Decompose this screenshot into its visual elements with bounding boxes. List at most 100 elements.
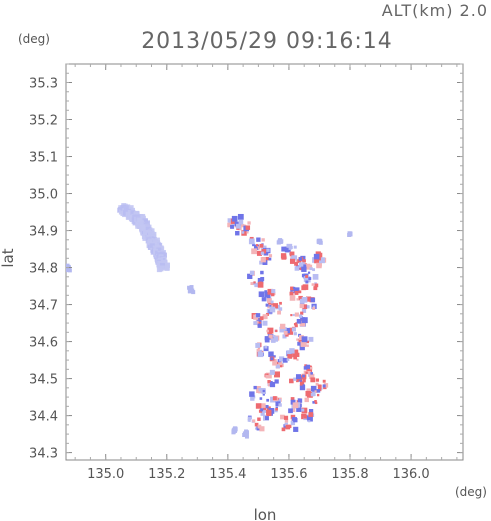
y-tick-label: 34.6 xyxy=(29,336,58,351)
echo-point xyxy=(262,315,267,320)
echo-point xyxy=(289,293,293,297)
echo-point xyxy=(279,301,282,305)
echo-point xyxy=(305,371,308,374)
echo-point xyxy=(316,393,320,397)
echo-point xyxy=(261,297,266,302)
echo-point xyxy=(258,317,261,321)
echo-point xyxy=(272,360,278,366)
echo-point xyxy=(273,358,277,362)
echo-point xyxy=(299,267,303,271)
echo-point xyxy=(241,223,245,228)
echo-point xyxy=(301,317,308,324)
echo-point xyxy=(314,401,318,405)
y-tick-label: 34.8 xyxy=(29,262,58,277)
echo-point xyxy=(256,313,261,318)
echo-point xyxy=(256,237,261,242)
echo-point xyxy=(292,402,299,409)
x-tick-label: 136.0 xyxy=(392,467,429,482)
echo-point xyxy=(278,361,283,366)
echo-point xyxy=(307,305,310,309)
echo-point xyxy=(266,373,269,376)
echo-point xyxy=(120,205,126,211)
echo-point xyxy=(227,218,232,223)
echo-point xyxy=(293,417,298,423)
echo-point xyxy=(265,256,269,261)
echo-point xyxy=(294,312,299,317)
y-tick-label: 34.3 xyxy=(29,447,58,462)
echo-point xyxy=(265,404,269,409)
echo-point xyxy=(276,240,281,245)
echo-point xyxy=(189,285,194,290)
echo-point xyxy=(301,408,305,412)
x-axis-unit: (deg) xyxy=(455,485,487,499)
echo-point xyxy=(272,303,279,309)
echo-point xyxy=(237,213,244,220)
echo-point xyxy=(314,400,317,403)
echo-point xyxy=(260,251,265,255)
echo-point xyxy=(269,369,275,375)
echo-point xyxy=(309,266,313,271)
echo-point xyxy=(259,316,264,321)
y-tick-label: 35.1 xyxy=(29,151,58,166)
echo-point xyxy=(292,353,297,358)
echo-point xyxy=(262,260,268,265)
echo-point xyxy=(279,326,286,333)
echo-point xyxy=(293,349,299,354)
echo-point xyxy=(299,344,305,351)
echo-point xyxy=(274,371,281,378)
echo-point xyxy=(312,268,315,272)
echo-point xyxy=(261,248,267,254)
echo-point xyxy=(256,348,260,353)
echo-point xyxy=(296,338,299,341)
echo-point xyxy=(264,291,271,298)
echo-point xyxy=(301,297,308,303)
echo-point xyxy=(295,352,300,358)
plot-area-frame xyxy=(65,63,464,461)
echo-point xyxy=(248,238,255,245)
echo-point xyxy=(235,223,241,229)
x-axis-ticks: 135.0 135.2 135.4 135.6 135.8 136.0 xyxy=(74,64,458,482)
echo-point xyxy=(255,403,262,409)
echo-point xyxy=(318,384,322,388)
echo-point xyxy=(267,304,272,309)
echo-point xyxy=(266,410,272,417)
echo-point xyxy=(258,387,263,392)
echo-point xyxy=(313,253,320,260)
echo-point xyxy=(260,411,265,416)
echo-point xyxy=(289,378,294,384)
echo-point xyxy=(253,321,258,326)
echo-point xyxy=(293,323,297,326)
echo-point xyxy=(310,392,315,397)
echo-point xyxy=(293,377,297,381)
echo-point xyxy=(243,432,248,437)
y-axis-unit: (deg) xyxy=(18,32,50,46)
x-tick-label: 135.8 xyxy=(331,467,368,482)
echo-point xyxy=(281,427,286,432)
echo-point xyxy=(313,286,318,291)
echo-point xyxy=(288,408,293,414)
echo-point xyxy=(298,338,303,343)
echo-point xyxy=(293,245,297,249)
echo-point xyxy=(291,255,297,261)
echo-point xyxy=(267,298,272,303)
echo-point xyxy=(295,374,301,380)
echo-point xyxy=(308,277,312,280)
echo-point xyxy=(258,291,265,298)
echo-point xyxy=(245,225,251,230)
echo-point xyxy=(265,303,269,307)
echo-point xyxy=(277,310,282,315)
echo-point xyxy=(306,344,309,347)
echo-point xyxy=(298,257,303,261)
echo-point xyxy=(296,358,299,361)
echo-point xyxy=(314,284,317,287)
echo-point xyxy=(310,372,313,375)
echo-point xyxy=(299,384,306,391)
echo-point xyxy=(293,286,296,289)
echo-point xyxy=(310,377,316,383)
echo-point xyxy=(279,239,284,244)
echo-point xyxy=(149,228,155,234)
echo-point xyxy=(265,416,269,420)
echo-point xyxy=(276,398,281,404)
echo-point xyxy=(312,305,316,308)
